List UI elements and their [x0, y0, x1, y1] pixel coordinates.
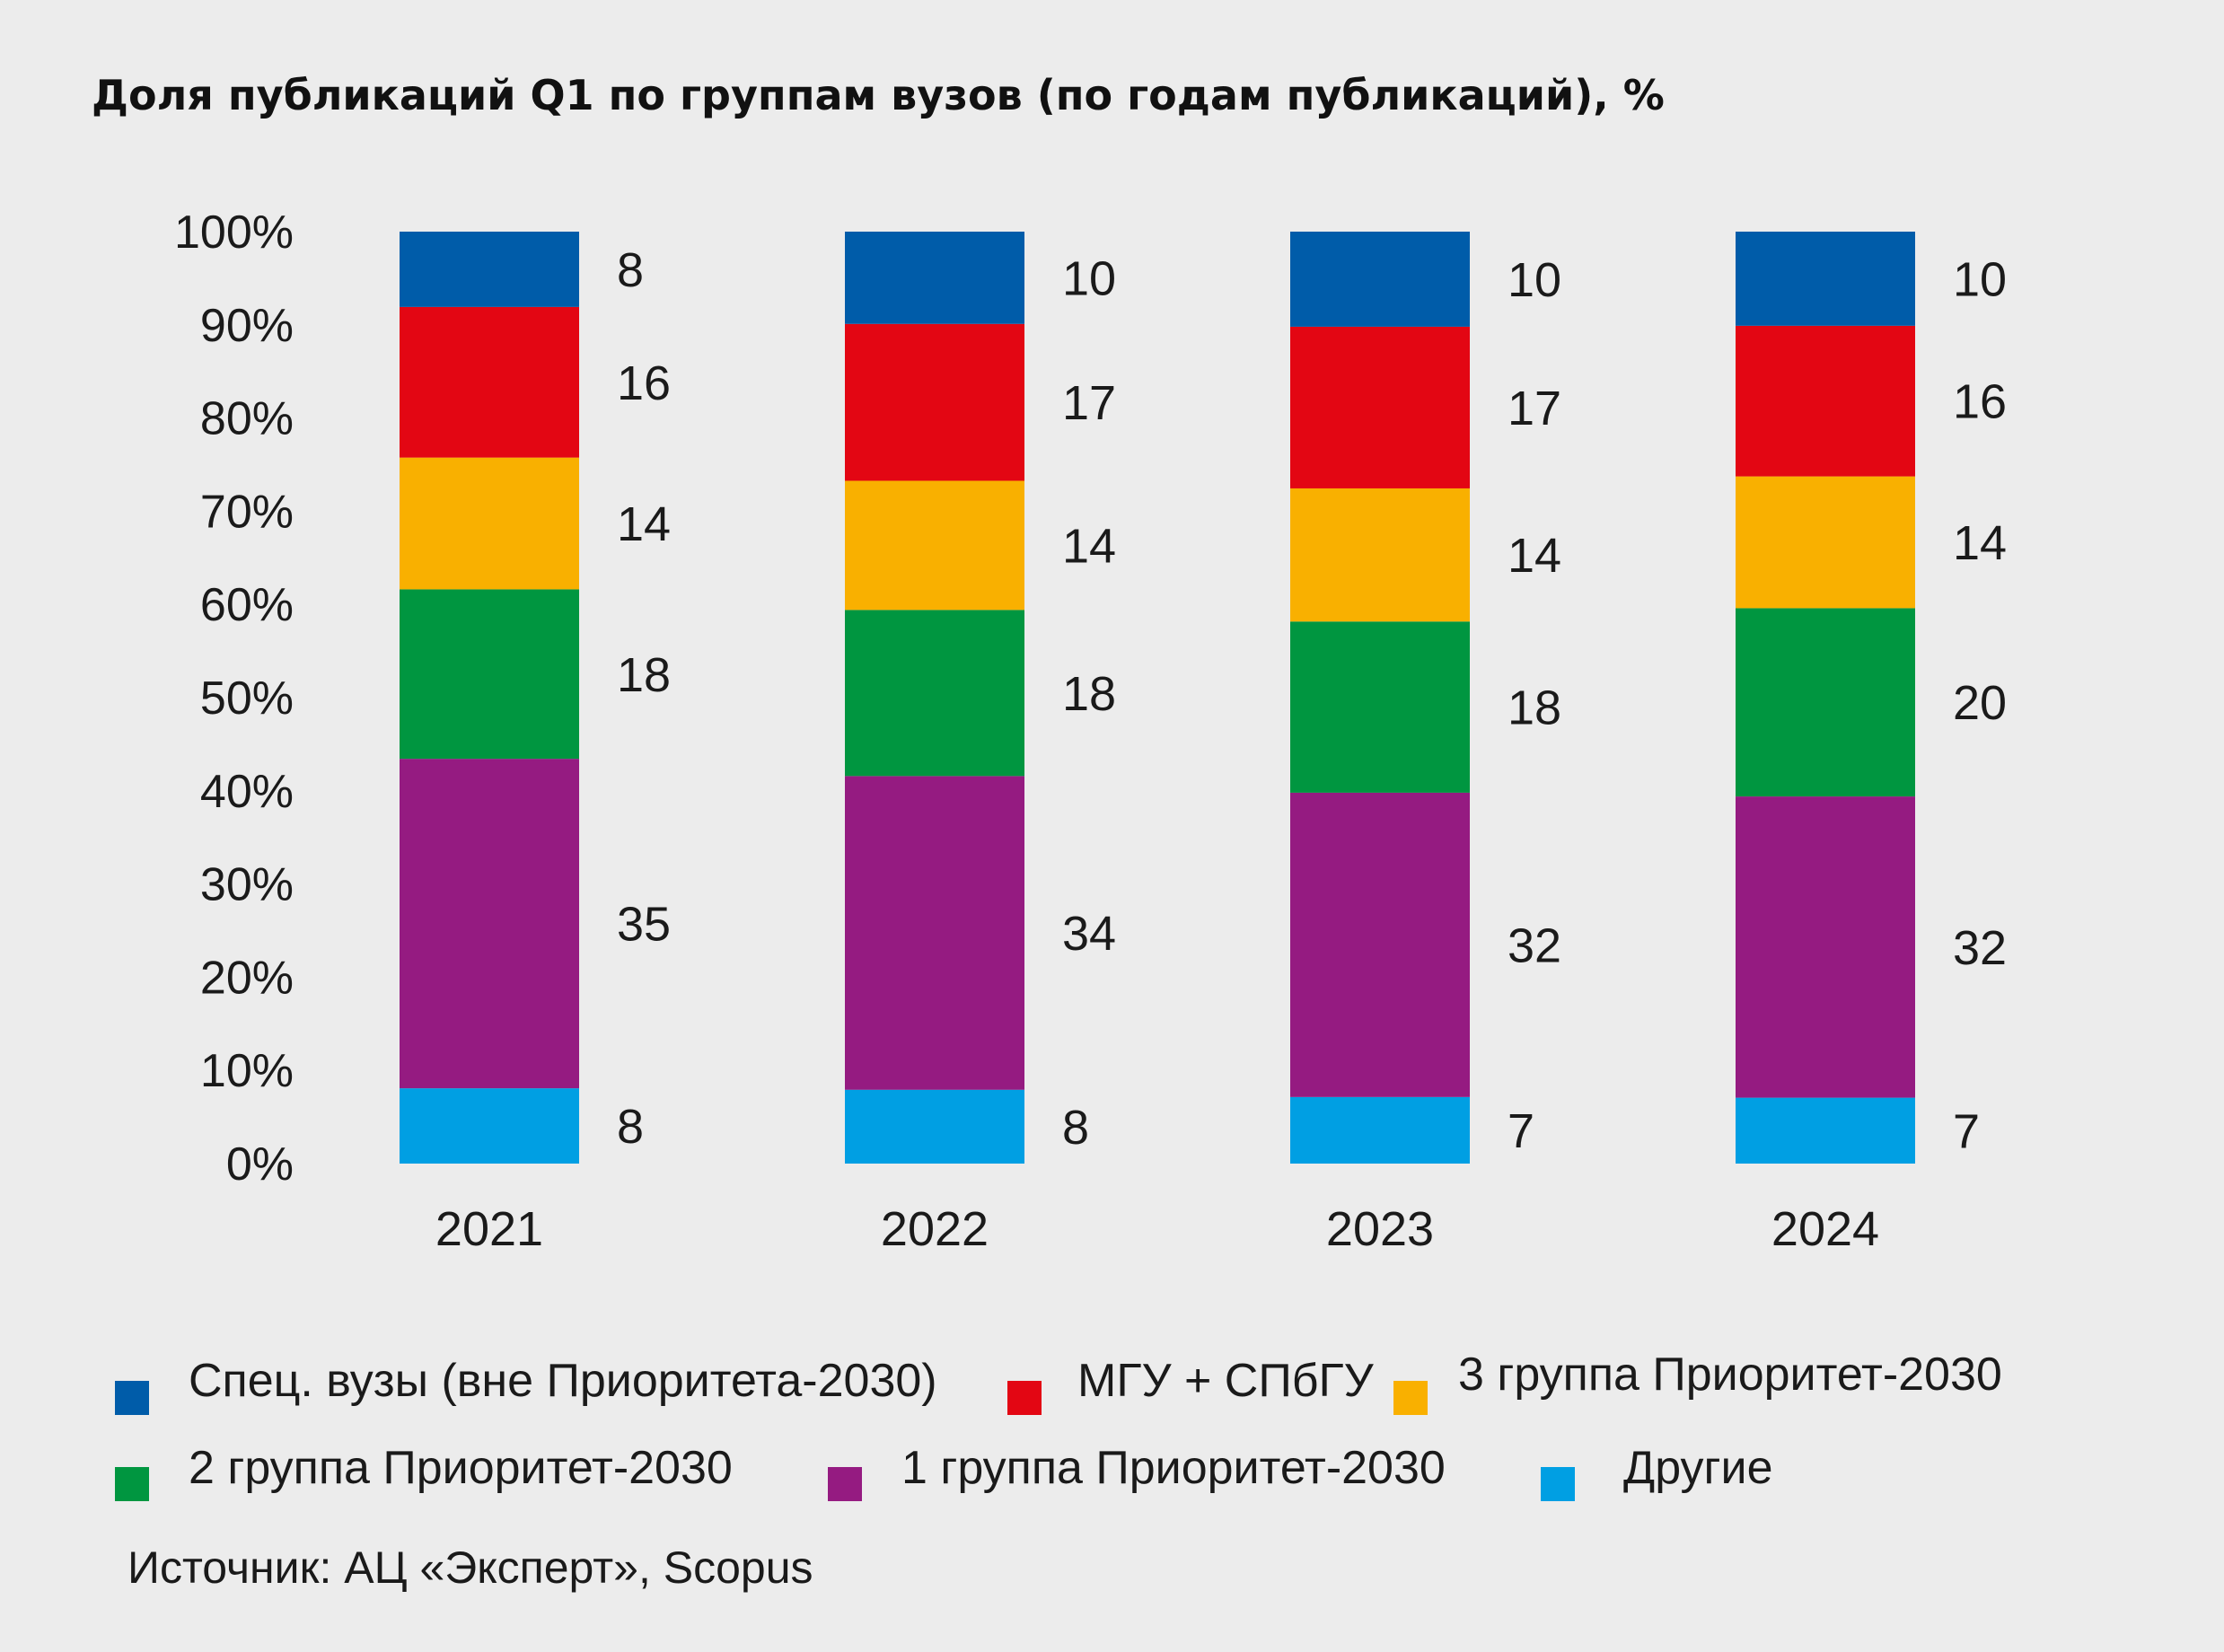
x-category-label: 2021: [435, 1202, 543, 1256]
x-category-label: 2024: [1771, 1202, 1879, 1256]
legend-label: 3 группа Приоритет-2030: [1458, 1349, 2002, 1401]
data-label: 8: [617, 243, 644, 297]
bar-segment: [1290, 488, 1470, 622]
bar-segment: [400, 1088, 579, 1164]
data-label: 17: [1062, 376, 1116, 430]
y-tick-label: 60%: [200, 579, 294, 631]
source-note: Источник: АЦ «Эксперт», Scopus: [127, 1542, 813, 1593]
value-labels-group: 8 35 18 14 16 8 8 34 18 14 17 10 7 32 18 14 17 10 7 32 20 14 1…: [617, 243, 2007, 1158]
legend-swatch: [1541, 1467, 1575, 1501]
bar-segment: [845, 776, 1024, 1090]
y-tick-label: 20%: [200, 952, 294, 1004]
legend-swatch: [115, 1467, 149, 1501]
bar-segment: [400, 589, 579, 760]
legend-swatch: [1007, 1381, 1042, 1415]
y-tick-label: 70%: [200, 486, 294, 538]
bar-segment: [400, 457, 579, 590]
data-label: 7: [1953, 1104, 1980, 1158]
bar-segment: [1290, 792, 1470, 1097]
bar-segment: [845, 232, 1024, 324]
bar-segment: [1736, 325, 1915, 477]
category-labels-group: 2021 2022 2023 2024: [435, 1202, 1879, 1256]
bar-segment: [845, 1089, 1024, 1164]
data-label: 16: [1953, 375, 2007, 429]
data-label: 10: [1062, 251, 1116, 305]
bar-segment: [1290, 326, 1470, 488]
bar-segment: [1736, 232, 1915, 326]
y-tick-label: 80%: [200, 393, 294, 445]
y-tick-label: 0%: [226, 1138, 294, 1191]
y-tick-label: 50%: [200, 672, 294, 725]
x-category-label: 2022: [881, 1202, 989, 1256]
bar-segment: [1736, 1097, 1915, 1164]
y-tick-label: 40%: [200, 766, 294, 818]
x-category-label: 2023: [1326, 1202, 1434, 1256]
bar-segment: [400, 759, 579, 1089]
bar-segment: [400, 306, 579, 458]
data-label: 17: [1508, 382, 1561, 435]
data-label: 14: [1508, 529, 1561, 583]
y-tick-label: 100%: [174, 206, 294, 259]
legend-label: 2 группа Приоритет-2030: [189, 1442, 733, 1494]
bar-segment: [845, 610, 1024, 777]
data-label: 7: [1508, 1104, 1534, 1158]
y-tick-label: 30%: [200, 859, 294, 911]
y-tick-label: 10%: [200, 1045, 294, 1097]
data-label: 18: [1062, 667, 1116, 721]
data-label: 32: [1508, 918, 1561, 972]
bar-segment: [1736, 608, 1915, 797]
bar-segment: [1736, 796, 1915, 1098]
data-label: 8: [1062, 1101, 1089, 1155]
y-axis-ticks: 0% 10% 20% 30% 40% 50% 60% 70% 80% 90% 100%: [174, 206, 294, 1191]
data-label: 14: [1953, 516, 2007, 570]
legend: Спец. вузы (вне Приоритета-2030) МГУ + СП…: [115, 1349, 2002, 1501]
legend-label: МГУ + СПбГУ: [1077, 1355, 1375, 1407]
legend-label: Другие: [1623, 1442, 1773, 1494]
chart-title: Доля публикаций Q1 по группам вузов (по …: [92, 71, 1665, 119]
y-tick-label: 90%: [200, 300, 294, 352]
data-label: 18: [617, 648, 671, 702]
data-label: 8: [617, 1100, 644, 1154]
data-label: 14: [617, 497, 671, 551]
data-label: 10: [1508, 253, 1561, 307]
data-label: 32: [1953, 921, 2007, 975]
bar-segment: [1290, 232, 1470, 327]
bar-segment: [400, 232, 579, 307]
legend-label: Спец. вузы (вне Приоритета-2030): [189, 1355, 937, 1407]
bar-segment: [1736, 476, 1915, 609]
bar-segment: [1290, 1096, 1470, 1164]
data-label: 20: [1953, 676, 2007, 730]
data-label: 35: [617, 898, 671, 952]
data-label: 10: [1953, 252, 2007, 306]
bar-segment: [845, 323, 1024, 481]
data-label: 14: [1062, 519, 1116, 573]
bar-segment: [1290, 621, 1470, 793]
bar-segment: [845, 480, 1024, 611]
legend-swatch: [115, 1381, 149, 1415]
data-label: 16: [617, 356, 671, 410]
legend-swatch: [828, 1467, 862, 1501]
data-label: 18: [1508, 681, 1561, 735]
legend-label: 1 группа Приоритет-2030: [901, 1442, 1446, 1494]
legend-swatch: [1393, 1381, 1428, 1415]
bars-group: [400, 232, 1915, 1164]
data-label: 34: [1062, 907, 1116, 961]
